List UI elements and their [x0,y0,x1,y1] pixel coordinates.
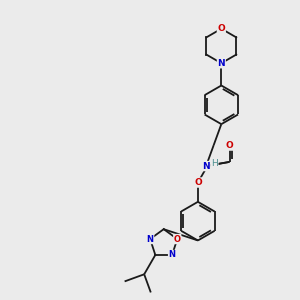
Text: O: O [226,141,233,150]
Text: O: O [218,24,225,33]
Text: O: O [174,235,181,244]
Text: N: N [202,161,210,170]
Text: N: N [147,235,154,244]
Text: O: O [194,178,202,187]
Text: N: N [169,250,176,260]
Text: H: H [211,159,218,168]
Text: N: N [218,59,225,68]
